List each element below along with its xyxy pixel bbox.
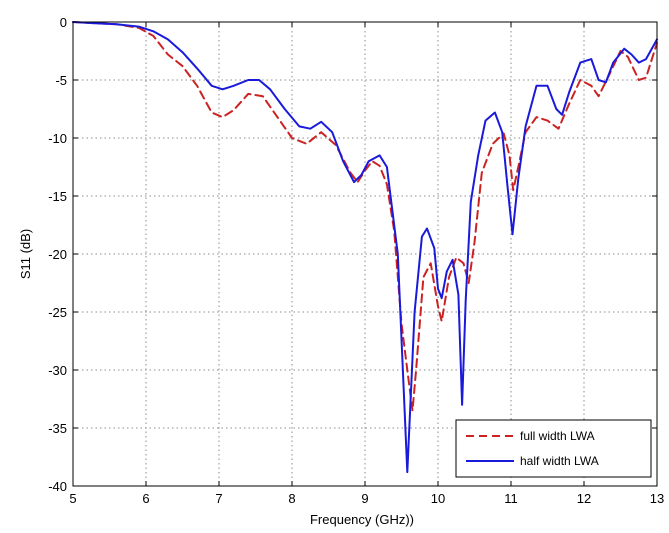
legend-label-full-width: full width LWA (520, 429, 595, 443)
y-tick-label: 0 (60, 15, 67, 30)
legend: full width LWA half width LWA (456, 420, 651, 477)
y-tick-label: -20 (48, 247, 67, 262)
y-tick-label: -40 (48, 479, 67, 494)
x-tick-label: 8 (288, 491, 295, 506)
y-axis-label: S11 (dB) (18, 229, 33, 279)
x-tick-label: 5 (69, 491, 76, 506)
y-tick-label: -5 (55, 73, 67, 88)
x-tick-label: 12 (577, 491, 591, 506)
x-tick-label: 13 (650, 491, 664, 506)
y-tick-label: -10 (48, 131, 67, 146)
x-tick-label: 11 (504, 491, 518, 506)
x-axis-label: Frequency (GHz)) (310, 512, 414, 527)
x-tick-label: 7 (215, 491, 222, 506)
x-tick-label: 10 (431, 491, 445, 506)
y-tick-label: -30 (48, 363, 67, 378)
y-tick-label: -25 (48, 305, 67, 320)
x-tick-label: 9 (361, 491, 368, 506)
x-tick-label: 6 (142, 491, 149, 506)
y-tick-label: -15 (48, 189, 67, 204)
legend-label-half-width: half width LWA (520, 454, 599, 468)
y-tick-label: -35 (48, 421, 67, 436)
